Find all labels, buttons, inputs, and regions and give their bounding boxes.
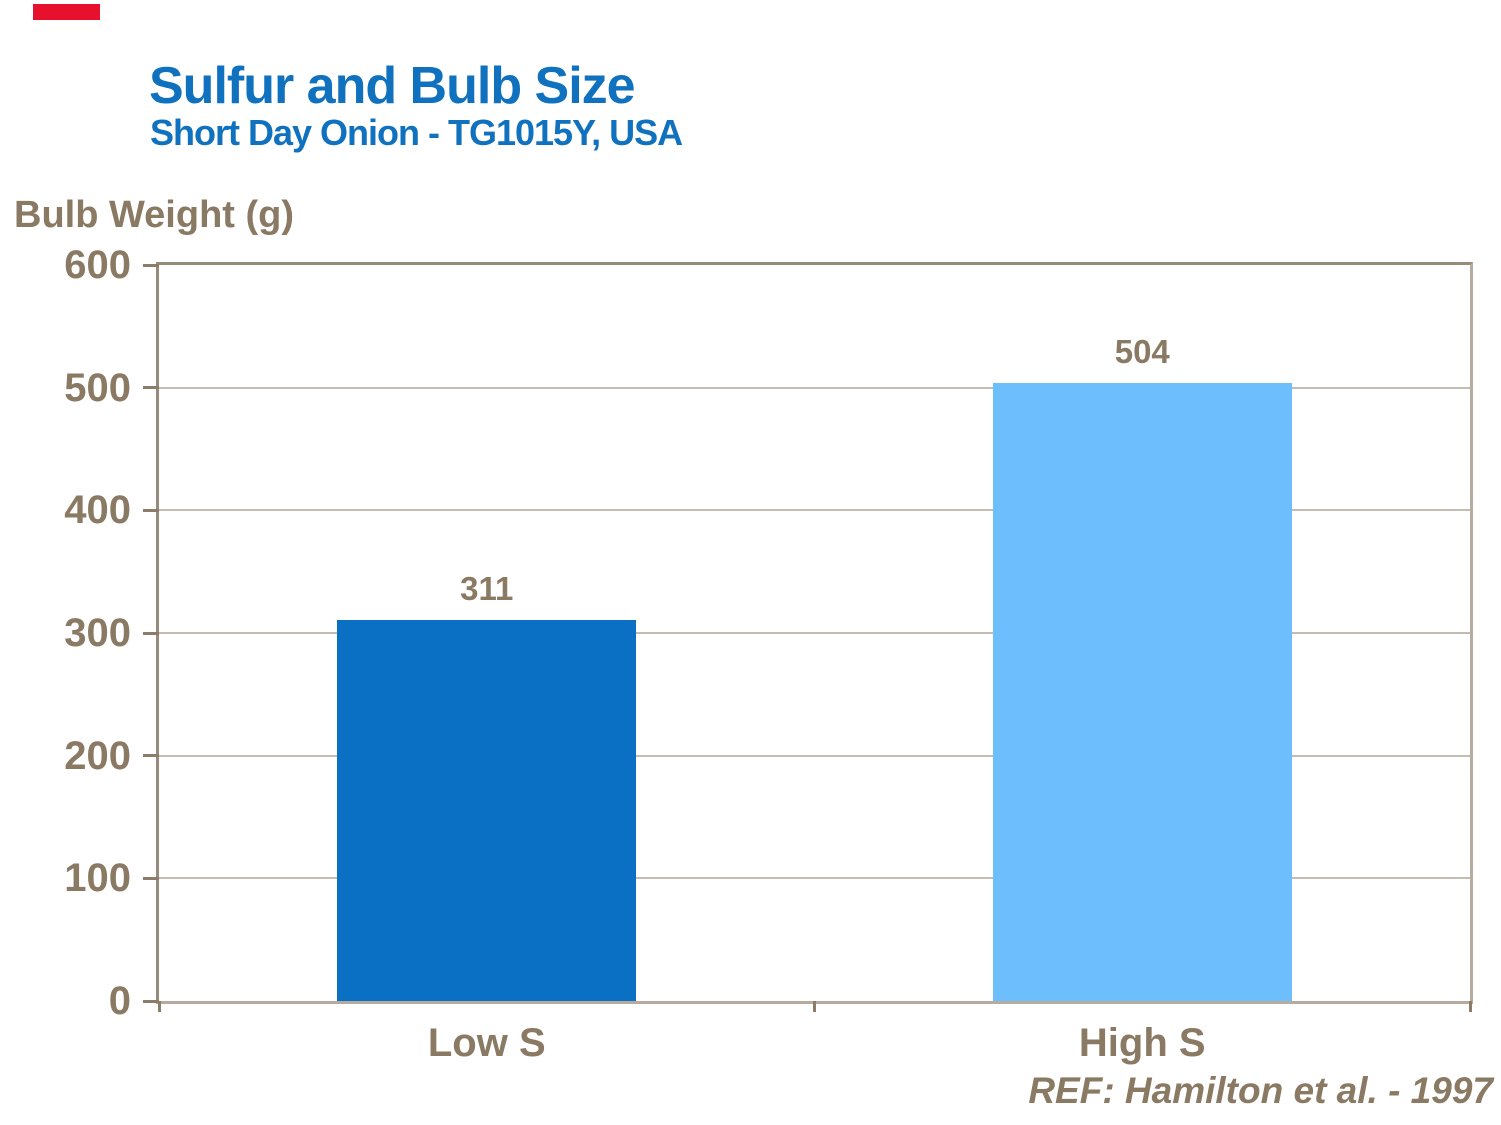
y-tick-mark-500	[143, 386, 159, 390]
chart-subtitle: Short Day Onion - TG1015Y, USA	[150, 112, 683, 153]
y-tick-mark-0	[143, 999, 159, 1003]
bar-low-s	[337, 619, 637, 1001]
y-tick-mark-400	[143, 508, 159, 512]
x-tick-mark-2	[1468, 1001, 1472, 1012]
reference-citation: REF: Hamilton et al. - 1997	[1028, 1070, 1493, 1111]
bar-high-s	[992, 382, 1292, 1001]
chart-title: Sulfur and Bulb Size	[149, 57, 636, 115]
y-tick-mark-200	[143, 754, 159, 758]
gridline-400	[159, 509, 1470, 512]
gridline-200	[159, 754, 1470, 757]
gridline-300	[159, 632, 1470, 634]
x-tick-mark-0	[157, 1001, 161, 1012]
y-tick-mark-600	[143, 263, 159, 267]
y-axis-title: Bulb Weight (g)	[14, 194, 295, 236]
category-label-high-s: High S	[1078, 1021, 1206, 1065]
y-tick-label-300: 300	[64, 611, 131, 655]
gridline-100	[159, 877, 1470, 880]
y-tick-label-500: 500	[64, 365, 131, 410]
y-tick-label-400: 400	[64, 488, 131, 533]
slide-accent-mark	[33, 4, 100, 20]
gridline-500	[159, 386, 1470, 389]
value-label-low-s: 311	[460, 569, 514, 607]
y-tick-label-200: 200	[64, 733, 131, 778]
y-tick-label-0: 0	[108, 979, 131, 1023]
category-label-low-s: Low S	[427, 1021, 546, 1065]
x-tick-mark-1	[813, 1001, 816, 1012]
y-tick-label-100: 100	[64, 856, 131, 901]
y-tick-mark-300	[143, 631, 159, 635]
y-tick-label-600: 600	[64, 243, 131, 287]
value-label-high-s: 504	[1114, 332, 1170, 370]
y-tick-mark-100	[143, 876, 159, 880]
